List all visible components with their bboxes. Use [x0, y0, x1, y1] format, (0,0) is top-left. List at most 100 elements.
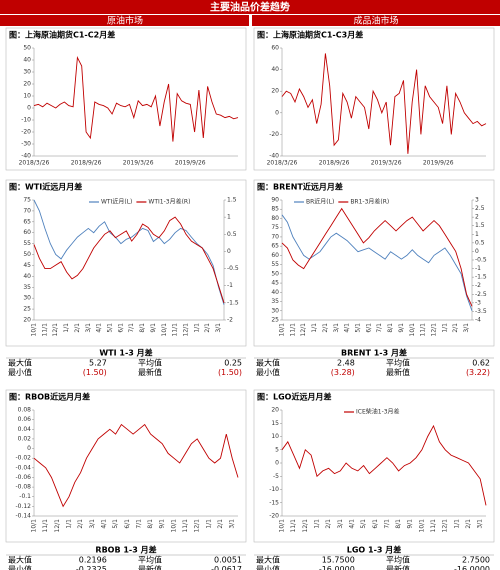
x-tick-label: 2/1	[204, 323, 211, 333]
series-line	[33, 423, 239, 508]
x-tick-label: 8/1	[387, 323, 394, 333]
y-tick-label: 60	[23, 229, 31, 236]
y2-tick-label: -1	[475, 265, 481, 272]
x-tick-label: 3/1	[229, 519, 236, 529]
panel-border	[5, 27, 247, 171]
x-tick-label: 2018/9/26	[71, 160, 102, 167]
x-tick-label: 10/1	[31, 323, 38, 337]
y-tick-label: 40	[23, 273, 31, 280]
x-tick-label: 4/1	[348, 519, 355, 529]
y2-tick-label: -3.5	[475, 308, 487, 315]
table-cell: 平均值	[386, 358, 410, 368]
table-cell: -16.0000	[319, 565, 355, 570]
y2-tick-label: 1.5	[475, 222, 485, 229]
table-title: RBOB 1-3 月差	[95, 545, 156, 555]
x-tick-label: 7/1	[383, 519, 390, 529]
y-tick-label: 30	[23, 295, 31, 302]
y-tick-label: -40	[21, 153, 31, 160]
table-cell: 2.7500	[462, 556, 490, 565]
x-tick-label: 6/1	[372, 519, 379, 529]
y-tick-label: 50	[23, 45, 31, 52]
series-line	[281, 207, 473, 307]
table-cell: -0.2325	[76, 565, 107, 570]
panel-border	[5, 179, 247, 347]
y2-tick-label: -3	[475, 299, 481, 306]
x-tick-label: 9/1	[407, 519, 414, 529]
y2-tick-label: 2.5	[475, 205, 485, 212]
y-tick-label: -0.02	[15, 455, 31, 462]
table-cell: 平均值	[138, 555, 162, 565]
y-tick-label: -0.06	[15, 474, 31, 481]
x-tick-label: 12/1	[52, 323, 59, 337]
x-tick-label: 2/1	[322, 323, 329, 333]
table-cell: 最小值	[8, 564, 32, 570]
y2-tick-label: -0.5	[475, 257, 487, 264]
y2-tick-label: 0	[475, 248, 479, 255]
x-tick-label: 6/1	[117, 323, 124, 333]
y2-tick-label: -1	[227, 282, 233, 289]
table-cell: 5.27	[89, 359, 107, 368]
x-tick-label: 2018/3/26	[19, 160, 50, 167]
x-tick-label: 1/1	[193, 323, 200, 333]
y-tick-label: 0	[275, 109, 279, 116]
y-tick-label: 0.04	[18, 426, 32, 433]
series-line	[281, 53, 487, 154]
x-tick-label: 1/1	[65, 519, 72, 529]
table-cell: 最大值	[256, 358, 280, 368]
panel-border	[253, 27, 495, 171]
x-tick-label: 10/1	[161, 323, 168, 337]
x-tick-label: 9/1	[150, 323, 157, 333]
x-tick-label: 5/1	[360, 519, 367, 529]
table-cell: 最小值	[256, 564, 280, 570]
y2-tick-label: -1.5	[475, 274, 487, 281]
y2-tick-label: 0	[227, 248, 231, 255]
y-tick-label: 0.06	[18, 416, 32, 423]
x-tick-label: 9/1	[159, 519, 166, 529]
table-title: BRENT 1-3 月差	[341, 348, 407, 358]
table-cell: 最小值	[256, 367, 280, 377]
x-tick-label: 10/1	[409, 323, 416, 337]
x-tick-label: 11/1	[42, 519, 49, 533]
x-tick-label: 11/1	[420, 323, 427, 337]
x-tick-label: 1/1	[205, 519, 212, 529]
x-tick-label: 3/1	[337, 519, 344, 529]
x-tick-label: 12/1	[194, 519, 201, 533]
y2-tick-label: 1.5	[227, 197, 237, 204]
x-tick-label: 12/1	[54, 519, 61, 533]
page-title: 主要油品价差趋势	[210, 1, 290, 14]
y-tick-label: 80	[271, 215, 279, 222]
y2-tick-label: 1	[475, 231, 479, 238]
x-tick-label: 2/1	[325, 519, 332, 529]
y-tick-label: -10	[269, 486, 279, 493]
table-cell: (3.22)	[466, 368, 490, 377]
y-tick-label: 0	[27, 445, 31, 452]
legend-label: WTI近月(L)	[101, 198, 132, 206]
y-tick-label: -0.12	[15, 503, 31, 510]
y-tick-label: 70	[271, 233, 279, 240]
y-tick-label: 30	[271, 307, 279, 314]
table-cell: 最大值	[256, 555, 280, 565]
x-tick-label: 4/1	[96, 323, 103, 333]
section-bar	[252, 15, 500, 26]
table-title: LGO 1-3 月差	[347, 545, 402, 555]
chart-title: 图：BRENT近远月月差	[257, 182, 343, 192]
y-tick-label: 10	[23, 93, 31, 100]
y-tick-label: -20	[269, 131, 279, 138]
x-tick-label: 2019/9/26	[175, 160, 206, 167]
y-tick-label: 15	[271, 420, 279, 427]
y-tick-label: 60	[271, 252, 279, 259]
x-tick-label: 1/1	[311, 323, 318, 333]
x-tick-label: 10/1	[279, 519, 286, 533]
x-tick-label: 5/1	[112, 519, 119, 529]
table-title: WTI 1-3 月差	[99, 348, 152, 358]
y-tick-label: 50	[271, 270, 279, 277]
y-tick-label: 75	[23, 197, 31, 204]
series-line	[33, 199, 225, 305]
x-tick-label: 7/1	[376, 323, 383, 333]
x-tick-label: 2/1	[452, 323, 459, 333]
y-tick-label: 30	[23, 69, 31, 76]
chart-title: 图：RBOB近远月月差	[9, 392, 90, 402]
y-tick-label: -0.08	[15, 484, 31, 491]
x-tick-label: 3/1	[333, 323, 340, 333]
